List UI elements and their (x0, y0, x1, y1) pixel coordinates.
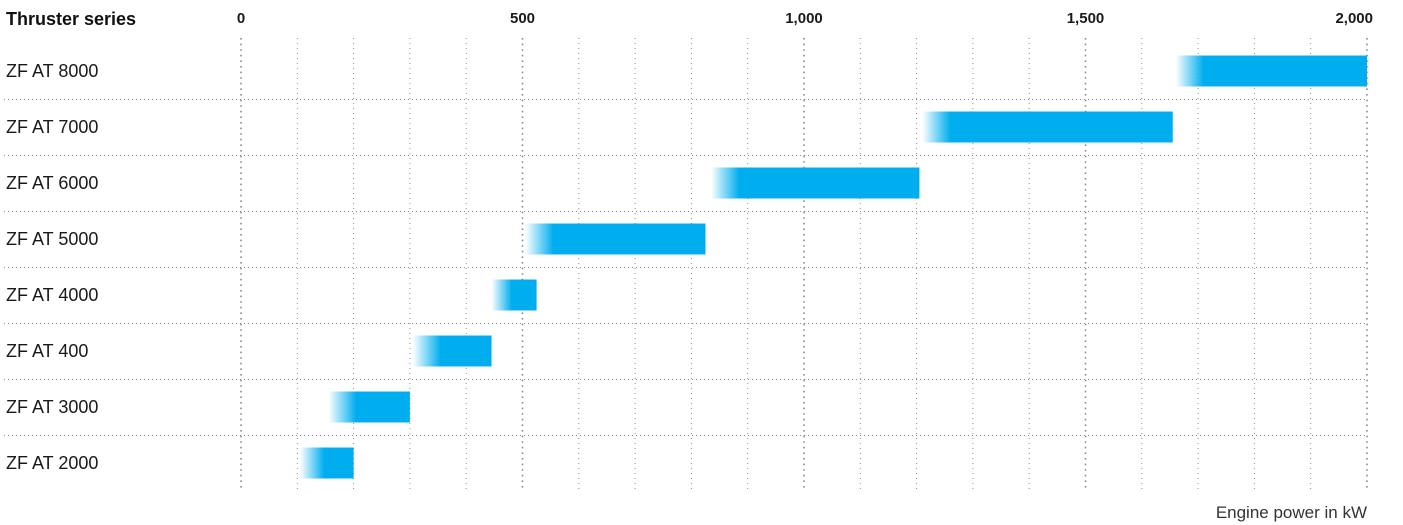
x-tick-label: 500 (510, 10, 535, 27)
range-bar (328, 391, 410, 423)
category-row: ZF AT 3000 (6, 391, 410, 423)
range-bar-body (738, 167, 920, 199)
x-tick-label: 2,000 (1335, 10, 1373, 27)
x-tick-label: 1,500 (1067, 10, 1105, 27)
category-row: ZF AT 7000 (6, 111, 1173, 143)
range-bar-body (949, 111, 1173, 143)
range-bar-fade (922, 111, 951, 143)
x-axis-ticks: 0 500 1,000 1,500 2,000 (237, 10, 1373, 27)
category-label: ZF AT 2000 (6, 453, 98, 473)
range-bar-body (440, 335, 492, 367)
range-bar (525, 223, 706, 255)
range-bar-fade (491, 279, 512, 311)
category-label: ZF AT 5000 (6, 229, 98, 249)
range-bar-body (511, 279, 537, 311)
range-bar (1175, 55, 1367, 87)
range-bar (412, 335, 492, 367)
category-label: ZF AT 400 (6, 341, 88, 361)
x-tick-label: 1,000 (785, 10, 823, 27)
range-bar (922, 111, 1173, 143)
range-bar-body (552, 223, 706, 255)
category-row: ZF AT 5000 (6, 223, 706, 255)
category-label: ZF AT 7000 (6, 117, 98, 137)
range-bar-body (323, 447, 354, 479)
range-bar-body (1203, 55, 1367, 87)
x-tick-label: 0 (237, 10, 245, 27)
category-axis-header: Thruster series (6, 9, 136, 29)
x-axis-unit-label: Engine power in kW (1216, 503, 1367, 522)
category-label: ZF AT 8000 (6, 61, 98, 81)
range-bar (300, 447, 354, 479)
range-bar (491, 279, 537, 311)
category-row: ZF AT 400 (6, 335, 492, 367)
category-row: ZF AT 8000 (6, 55, 1367, 87)
category-label: ZF AT 3000 (6, 397, 98, 417)
category-row: ZF AT 4000 (6, 279, 537, 311)
category-rows: ZF AT 8000 ZF AT 7000 ZF AT 6000 ZF AT 5000… (6, 55, 1367, 479)
range-bar-fade (1175, 55, 1204, 87)
range-bar-fade (328, 391, 357, 423)
category-label: ZF AT 4000 (6, 285, 98, 305)
range-bar-fade (525, 223, 554, 255)
category-row: ZF AT 6000 (6, 167, 920, 199)
range-bar-fade (711, 167, 740, 199)
range-bar-fade (300, 447, 325, 479)
range-bar-fade (412, 335, 441, 367)
grid (4, 38, 1368, 490)
category-label: ZF AT 6000 (6, 173, 98, 193)
category-row: ZF AT 2000 (6, 447, 354, 479)
range-bar-body (355, 391, 410, 423)
range-bar (711, 167, 920, 199)
